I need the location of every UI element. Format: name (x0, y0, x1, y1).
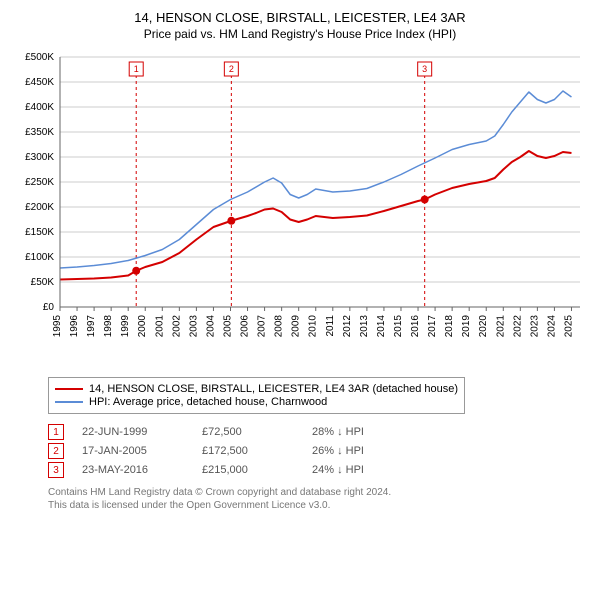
svg-text:2001: 2001 (154, 315, 165, 338)
sale-marker-row: 2 17-JAN-2005£172,50026% ↓ HPI (48, 443, 590, 459)
svg-text:2005: 2005 (222, 315, 233, 338)
svg-text:1998: 1998 (103, 315, 114, 338)
legend-item: 14, HENSON CLOSE, BIRSTALL, LEICESTER, L… (55, 383, 458, 395)
title-subtitle: Price paid vs. HM Land Registry's House … (10, 27, 590, 41)
sale-marker-delta: 28% ↓ HPI (312, 426, 364, 438)
svg-text:2009: 2009 (291, 315, 302, 338)
chart-svg: £0 £50K £100K £150K £200K £250K £300K £350K £400… (10, 49, 590, 369)
svg-text:£150K: £150K (25, 227, 54, 238)
svg-text:£200K: £200K (25, 202, 54, 213)
svg-text:2011: 2011 (325, 315, 336, 337)
sale-marker-price: £72,500 (202, 426, 312, 438)
svg-text:2004: 2004 (205, 315, 216, 338)
footer: Contains HM Land Registry data © Crown c… (48, 486, 590, 512)
svg-text:2025: 2025 (563, 315, 574, 338)
legend-label: 14, HENSON CLOSE, BIRSTALL, LEICESTER, L… (89, 383, 458, 395)
svg-text:£250K: £250K (25, 177, 54, 188)
svg-text:2000: 2000 (137, 315, 148, 338)
sale-marker-delta: 26% ↓ HPI (312, 445, 364, 457)
legend-item: HPI: Average price, detached house, Char… (55, 396, 458, 408)
svg-text:£350K: £350K (25, 127, 54, 138)
footer-line1: Contains HM Land Registry data © Crown c… (48, 486, 590, 499)
sale-marker-price: £172,500 (202, 445, 312, 457)
svg-text:1997: 1997 (86, 315, 97, 338)
legend: 14, HENSON CLOSE, BIRSTALL, LEICESTER, L… (48, 377, 465, 414)
svg-text:2006: 2006 (240, 315, 251, 338)
sale-marker-delta: 24% ↓ HPI (312, 464, 364, 476)
svg-text:2017: 2017 (427, 315, 438, 338)
titles: 14, HENSON CLOSE, BIRSTALL, LEICESTER, L… (10, 10, 590, 41)
chart-container: 14, HENSON CLOSE, BIRSTALL, LEICESTER, L… (0, 0, 600, 520)
svg-text:£0: £0 (43, 302, 55, 313)
svg-text:2020: 2020 (478, 315, 489, 338)
svg-text:2002: 2002 (171, 315, 182, 338)
svg-text:2016: 2016 (410, 315, 421, 338)
footer-line2: This data is licensed under the Open Gov… (48, 499, 590, 512)
svg-text:2010: 2010 (308, 315, 319, 338)
svg-text:2008: 2008 (274, 315, 285, 338)
svg-text:£400K: £400K (25, 102, 54, 113)
svg-text:£100K: £100K (25, 252, 54, 263)
svg-text:2003: 2003 (188, 315, 199, 338)
chart: £0 £50K £100K £150K £200K £250K £300K £350K £400… (10, 49, 590, 369)
sale-marker-date: 17-JAN-2005 (82, 445, 202, 457)
sale-marker-date: 23-MAY-2016 (82, 464, 202, 476)
svg-text:2019: 2019 (461, 315, 472, 338)
svg-text:1: 1 (134, 64, 139, 74)
sale-markers-table: 1 22-JUN-1999£72,50028% ↓ HPI 2 17-JAN-2005… (48, 424, 590, 478)
svg-text:£50K: £50K (31, 277, 55, 288)
svg-text:2: 2 (229, 64, 234, 74)
svg-text:2018: 2018 (444, 315, 455, 338)
sale-marker-badge: 1 (48, 424, 64, 440)
svg-text:2024: 2024 (546, 315, 557, 338)
svg-text:£300K: £300K (25, 152, 54, 163)
svg-text:2007: 2007 (257, 315, 268, 338)
sale-marker-row: 3 23-MAY-2016£215,00024% ↓ HPI (48, 462, 590, 478)
svg-text:2013: 2013 (359, 315, 370, 338)
svg-text:1996: 1996 (69, 315, 80, 338)
title-address: 14, HENSON CLOSE, BIRSTALL, LEICESTER, L… (10, 10, 590, 25)
legend-label: HPI: Average price, detached house, Char… (89, 396, 327, 408)
svg-text:3: 3 (422, 64, 427, 74)
sale-marker-price: £215,000 (202, 464, 312, 476)
svg-text:£500K: £500K (25, 52, 54, 63)
svg-text:1999: 1999 (120, 315, 131, 338)
svg-text:1995: 1995 (52, 315, 63, 338)
svg-text:2022: 2022 (512, 315, 523, 338)
legend-swatch (55, 388, 83, 390)
sale-marker-badge: 2 (48, 443, 64, 459)
sale-marker-badge: 3 (48, 462, 64, 478)
svg-text:2012: 2012 (342, 315, 353, 338)
sale-marker-date: 22-JUN-1999 (82, 426, 202, 438)
svg-text:2021: 2021 (495, 315, 506, 338)
svg-text:2014: 2014 (376, 315, 387, 338)
svg-text:2023: 2023 (529, 315, 540, 338)
sale-marker-row: 1 22-JUN-1999£72,50028% ↓ HPI (48, 424, 590, 440)
legend-swatch (55, 401, 83, 403)
svg-text:£450K: £450K (25, 77, 54, 88)
svg-text:2015: 2015 (393, 315, 404, 338)
